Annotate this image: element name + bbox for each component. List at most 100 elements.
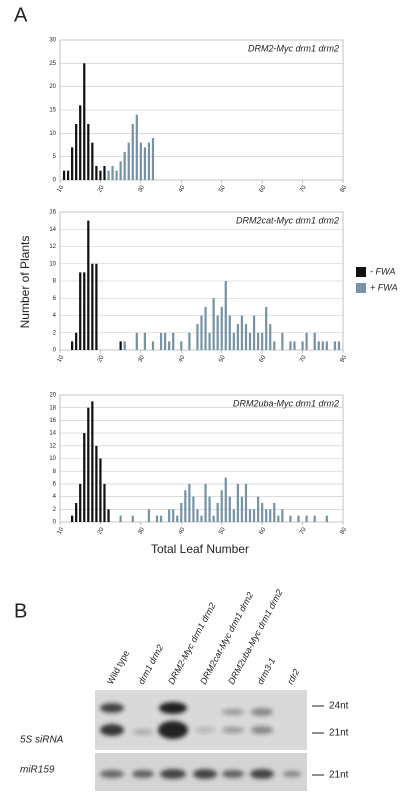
y-tick-label: 10 (49, 456, 56, 462)
bar (79, 105, 82, 180)
y-tick-label: 25 (49, 61, 56, 67)
lane-label: rdr2 (285, 667, 301, 686)
bar (107, 509, 110, 522)
y-tick-label: 10 (49, 131, 56, 137)
bar (66, 170, 70, 180)
bar (147, 142, 151, 180)
size-marker: 24nt (329, 701, 349, 712)
bar (252, 509, 256, 522)
bar (244, 483, 248, 522)
panel-label: A (14, 4, 28, 26)
y-tick-label: 5 (53, 154, 57, 160)
bar (172, 332, 175, 350)
y-tick-label: 20 (49, 393, 56, 399)
legend-swatch (356, 267, 366, 277)
bar (155, 515, 159, 522)
bar (99, 458, 102, 522)
bar (168, 509, 171, 522)
bar (228, 496, 231, 522)
bar (188, 483, 191, 522)
bar (277, 515, 280, 522)
bar (71, 147, 74, 180)
y-tick-label: 15 (49, 108, 56, 114)
bar (240, 496, 244, 522)
bar (87, 407, 90, 522)
lane-label: drm3-1 (255, 656, 277, 686)
bar (91, 263, 94, 350)
bar (305, 332, 308, 350)
bar (119, 161, 122, 180)
x-tick-label: 20 (97, 526, 106, 535)
bar (143, 332, 147, 350)
bar (180, 502, 183, 522)
bar (281, 332, 284, 350)
bar (321, 341, 324, 350)
y-tick-label: 12 (49, 244, 56, 250)
bar (91, 142, 94, 180)
bar (269, 509, 272, 522)
bar (273, 341, 276, 350)
bar (224, 477, 227, 522)
bar (333, 341, 337, 350)
x-tick-label: 20 (97, 184, 106, 193)
bar (297, 515, 300, 522)
x-tick-label: 20 (97, 354, 106, 363)
bar (220, 490, 223, 522)
bar (337, 341, 341, 350)
bar (143, 147, 147, 180)
x-tick-label: 10 (57, 184, 66, 193)
bar (192, 496, 195, 522)
bar (147, 509, 151, 522)
bar (325, 341, 328, 350)
bar (87, 220, 90, 350)
bar (261, 502, 264, 522)
bar (196, 324, 199, 350)
y-tick-label: 18 (49, 405, 56, 411)
bar (228, 315, 231, 350)
bar (289, 341, 292, 350)
bar (91, 401, 94, 522)
legend-swatch (356, 283, 366, 293)
bar (244, 324, 248, 350)
bar (273, 502, 276, 522)
y-tick-label: 12 (49, 443, 56, 449)
x-tick-label: 60 (259, 184, 268, 193)
x-tick-label: 10 (57, 526, 66, 535)
y-tick-label: 14 (49, 227, 56, 233)
x-tick-label: 80 (340, 526, 349, 535)
y-tick-label: 2 (53, 330, 57, 336)
y-tick-label: 6 (53, 481, 57, 487)
bar (313, 332, 316, 350)
bar (208, 496, 211, 522)
x-tick-label: 40 (178, 526, 187, 535)
bar (204, 483, 207, 522)
bar (212, 298, 215, 350)
bar (236, 324, 239, 350)
bar (196, 509, 199, 522)
bar (123, 341, 126, 350)
bar (216, 502, 219, 522)
probe-label: miR159 (20, 765, 55, 776)
x-tick-label: 60 (259, 354, 268, 363)
y-tick-label: 4 (53, 494, 57, 500)
bar (115, 170, 118, 180)
bar (83, 63, 86, 181)
bar (135, 114, 138, 180)
bar (216, 315, 219, 350)
probe-label: 5S siRNA (20, 735, 64, 746)
bar (79, 272, 82, 350)
y-tick-label: 0 (53, 178, 57, 184)
y-tick-label: 16 (49, 418, 56, 424)
x-tick-label: 30 (137, 184, 146, 193)
bar (256, 332, 260, 350)
y-tick-label: 14 (49, 431, 56, 437)
bar (305, 515, 308, 522)
x-tick-label: 50 (218, 184, 227, 193)
bar (75, 124, 78, 180)
bar (176, 515, 179, 522)
bar (188, 332, 191, 350)
bar (232, 509, 235, 522)
bar (75, 332, 78, 350)
x-tick-label: 80 (340, 184, 349, 193)
chart-title: DRM2cat-Myc drm1 drm2 (236, 215, 339, 225)
